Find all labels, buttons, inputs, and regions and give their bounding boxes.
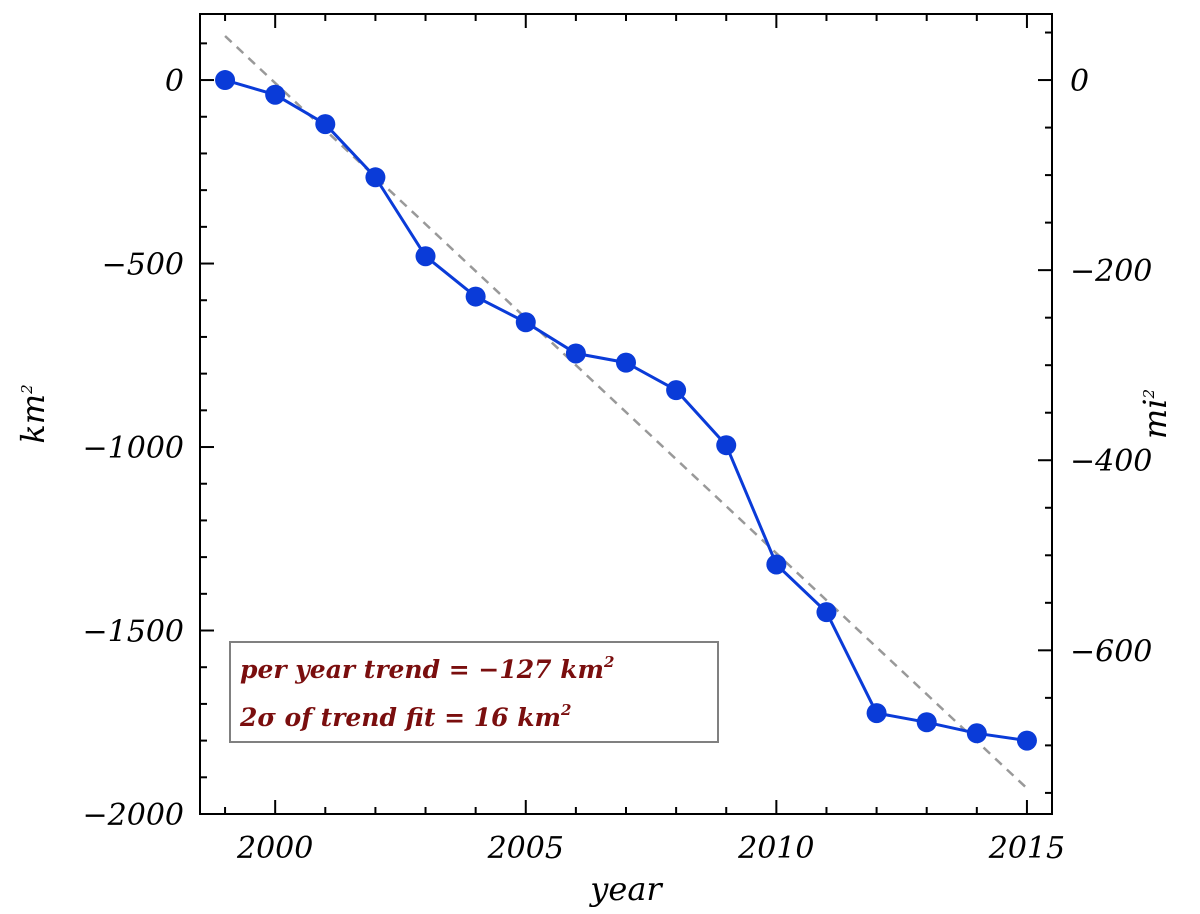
data-point: [265, 84, 286, 105]
data-point: [916, 712, 937, 733]
y-right-tick-label: −400: [1070, 444, 1152, 479]
data-point: [716, 435, 737, 456]
data-point: [816, 602, 837, 623]
right-axis-title: mi2: [1136, 389, 1174, 439]
data-point: [515, 312, 536, 333]
x-tick-label: 2010: [737, 831, 814, 866]
data-point: [766, 554, 787, 575]
annotation-trend-text: per year trend = −127 km2: [240, 653, 614, 684]
data-point: [666, 380, 687, 401]
annotation-sigma-text: 2σ of trend fit = 16 km2: [239, 701, 571, 732]
x-tick-label: 2005: [487, 831, 564, 866]
y-left-tick-label: −1000: [83, 431, 184, 466]
y-left-tick-label: 0: [165, 64, 184, 99]
data-point: [465, 286, 486, 307]
y-right-tick-label: −600: [1070, 634, 1152, 669]
data-point: [415, 246, 436, 267]
y-left-tick-label: −1500: [83, 615, 184, 650]
y-right-tick-label: −200: [1070, 254, 1152, 289]
x-tick-label: 2000: [236, 831, 313, 866]
ticks-layer: 2000 2005 2010 2015 0 −500 −1000 −1500 −2000 0 −20…: [83, 14, 1152, 866]
data-point: [315, 114, 336, 135]
x-axis-title: year: [588, 870, 663, 908]
y-right-tick-label: 0: [1070, 64, 1089, 99]
data-point: [215, 70, 236, 91]
data-point: [1016, 730, 1037, 751]
data-point: [616, 352, 636, 373]
data-point: [565, 343, 586, 364]
annotation-box: per year trend = −127 km2 2σ of trend fi…: [229, 641, 719, 743]
data-point: [966, 723, 987, 744]
y-left-tick-label: −2000: [83, 798, 184, 833]
y-left-tick-label: −500: [102, 248, 184, 283]
series-layer: [215, 70, 1037, 751]
left-axis-title: km2: [14, 384, 52, 443]
annotation-border: [229, 641, 719, 743]
data-point: [866, 703, 887, 724]
data-point: [365, 167, 386, 188]
x-tick-label: 2015: [988, 831, 1065, 866]
